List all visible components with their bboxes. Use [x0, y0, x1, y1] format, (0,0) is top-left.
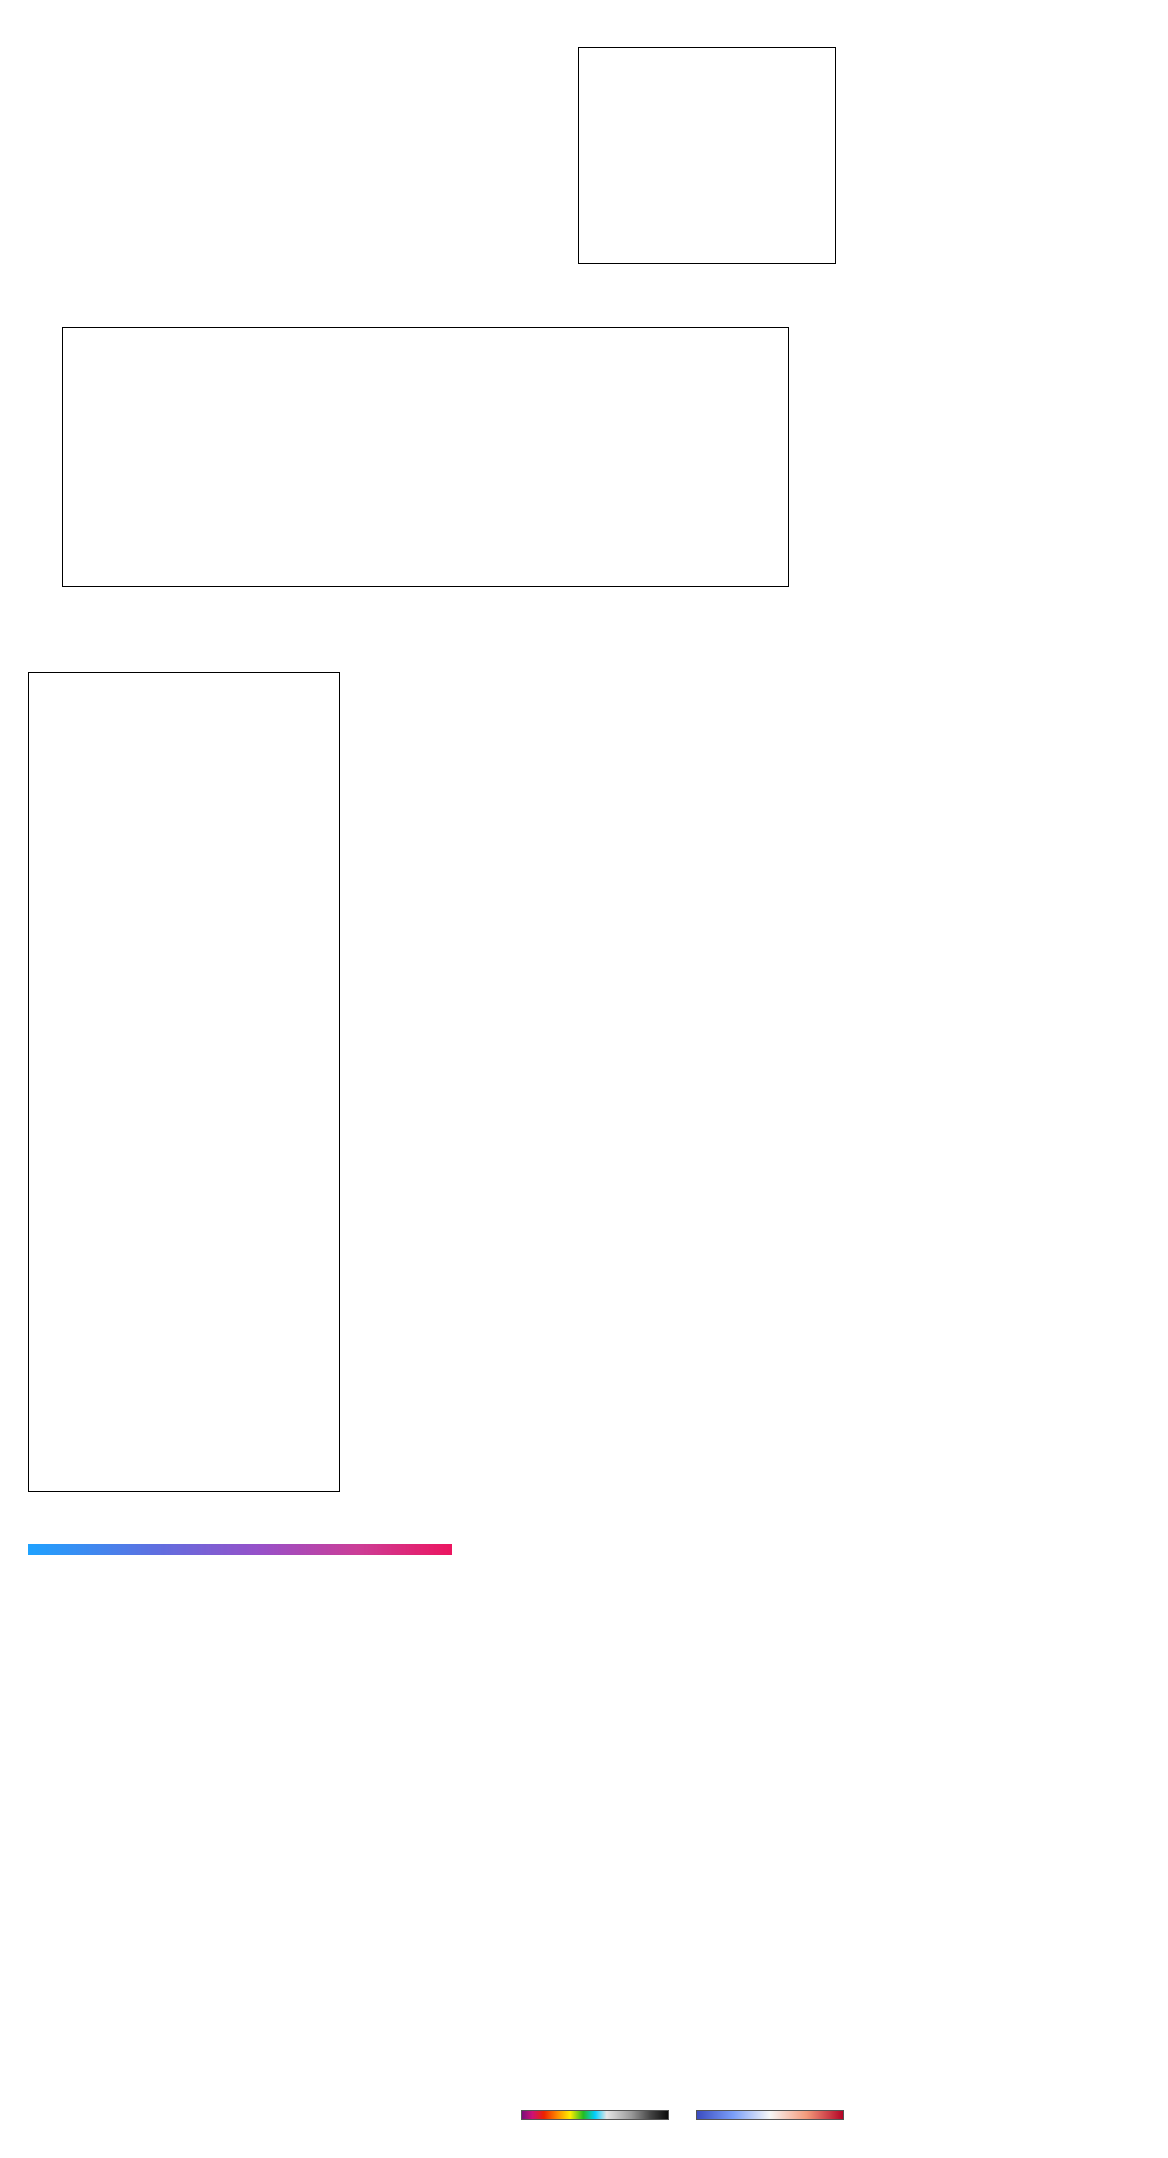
timeseries-svg	[63, 328, 788, 586]
shap-feature-plot	[28, 672, 340, 1492]
shap-values-colorbar	[696, 2110, 844, 2120]
msw-histogram-plot	[578, 47, 836, 264]
feature-value-colorbar	[28, 1544, 452, 1555]
shap-timeseries-plot	[62, 327, 789, 587]
brightness-temp-colorbar	[521, 2110, 669, 2120]
